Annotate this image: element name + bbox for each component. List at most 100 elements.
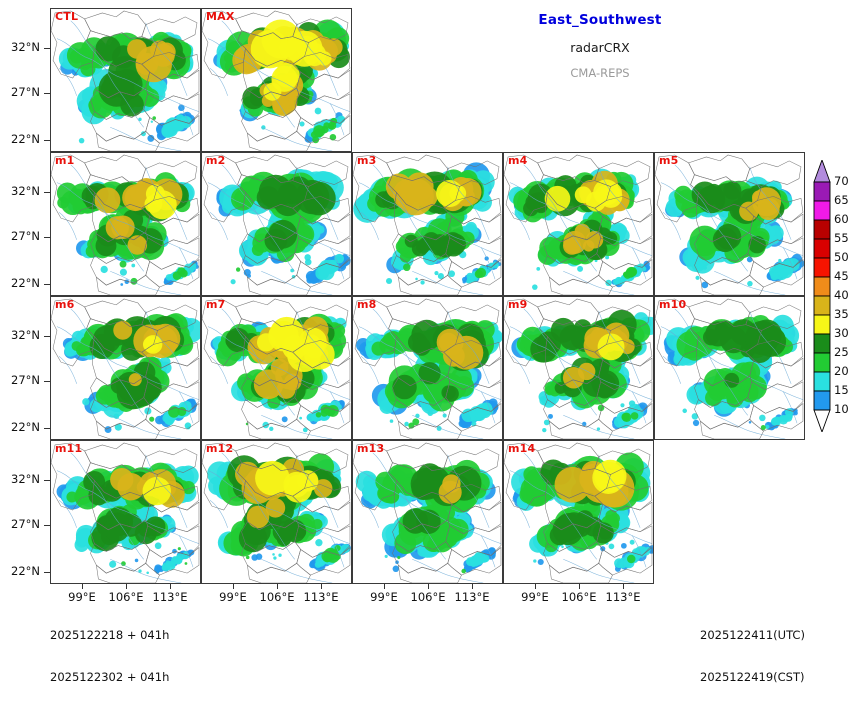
- y-tick-mark: [44, 525, 50, 526]
- colorbar-label: 50: [834, 250, 849, 264]
- map-panel-m12[interactable]: m12: [201, 440, 352, 584]
- y-tick-mark: [44, 480, 50, 481]
- panel-label-m8: m8: [357, 298, 377, 311]
- colorbar-label: 15: [834, 383, 849, 397]
- map-panel-m8[interactable]: m8: [352, 296, 503, 440]
- title-block: East_Southwest radarCRX CMA-REPS: [430, 12, 770, 80]
- colorbar-label: 10: [834, 402, 849, 416]
- x-tick-mark: [428, 584, 429, 589]
- colorbar-label: 25: [834, 345, 849, 359]
- x-tick-label: 113°E: [152, 590, 188, 604]
- footer-init-times: 2025122218 + 041h 2025122302 + 041h: [50, 600, 169, 712]
- x-tick-mark: [233, 584, 234, 589]
- x-tick-label: 99°E: [521, 590, 549, 604]
- x-tick-label: 113°E: [454, 590, 490, 604]
- panel-label-m9: m9: [508, 298, 528, 311]
- y-tick-label: 22°N: [11, 132, 40, 146]
- panel-label-m1: m1: [55, 154, 75, 167]
- colorbar-label: 65: [834, 193, 849, 207]
- y-tick-label: 27°N: [11, 229, 40, 243]
- colorbar-label: 60: [834, 212, 849, 226]
- footer-valid-utc: 2025122411(UTC): [700, 628, 805, 642]
- x-tick-mark: [623, 584, 624, 589]
- map-panel-m11[interactable]: m11: [50, 440, 201, 584]
- panel-label-m14: m14: [508, 442, 536, 455]
- x-tick-label: 106°E: [410, 590, 446, 604]
- y-tick-mark: [44, 237, 50, 238]
- x-tick-mark: [535, 584, 536, 589]
- map-panel-m3[interactable]: m3: [352, 152, 503, 296]
- map-panel-m10[interactable]: m10: [654, 296, 805, 440]
- footer-valid-cst: 2025122419(CST): [700, 670, 805, 684]
- colorbar-label: 40: [834, 288, 849, 302]
- map-panel-m14[interactable]: m14: [503, 440, 654, 584]
- panel-label-m10: m10: [659, 298, 687, 311]
- x-tick-mark: [321, 584, 322, 589]
- panel-label-m7: m7: [206, 298, 226, 311]
- variable-title: radarCRX: [570, 40, 630, 55]
- y-tick-label: 27°N: [11, 517, 40, 531]
- y-tick-mark: [44, 48, 50, 49]
- y-tick-label: 22°N: [11, 276, 40, 290]
- y-tick-label: 32°N: [11, 328, 40, 342]
- footer-valid-times: 2025122411(UTC) 2025122419(CST): [700, 600, 805, 712]
- panel-label-m6: m6: [55, 298, 75, 311]
- y-tick-label: 27°N: [11, 373, 40, 387]
- map-panel-m4[interactable]: m4: [503, 152, 654, 296]
- map-panel-m2[interactable]: m2: [201, 152, 352, 296]
- colorbar-label: 45: [834, 269, 849, 283]
- page-title: East_Southwest: [538, 12, 662, 28]
- map-panel-ctl[interactable]: CTL: [50, 8, 201, 152]
- x-tick-mark: [277, 584, 278, 589]
- y-tick-label: 32°N: [11, 184, 40, 198]
- x-tick-label: 106°E: [108, 590, 144, 604]
- panel-label-m2: m2: [206, 154, 226, 167]
- y-tick-mark: [44, 572, 50, 573]
- map-panel-m7[interactable]: m7: [201, 296, 352, 440]
- y-tick-label: 27°N: [11, 85, 40, 99]
- x-tick-label: 106°E: [561, 590, 597, 604]
- x-tick-label: 99°E: [68, 590, 96, 604]
- y-tick-label: 22°N: [11, 420, 40, 434]
- map-panel-m1[interactable]: m1: [50, 152, 201, 296]
- y-tick-mark: [44, 428, 50, 429]
- footer-init-line1: 2025122218 + 041h: [50, 628, 170, 642]
- map-panel-m6[interactable]: m6: [50, 296, 201, 440]
- x-tick-label: 99°E: [219, 590, 247, 604]
- x-tick-mark: [170, 584, 171, 589]
- model-title: CMA-REPS: [570, 66, 630, 80]
- x-tick-mark: [384, 584, 385, 589]
- panel-label-m11: m11: [55, 442, 83, 455]
- y-tick-mark: [44, 336, 50, 337]
- y-tick-label: 22°N: [11, 564, 40, 578]
- y-tick-mark: [44, 140, 50, 141]
- panel-label-m13: m13: [357, 442, 385, 455]
- y-tick-label: 32°N: [11, 472, 40, 486]
- figure-root: East_Southwest radarCRX CMA-REPS CTL MAX m…: [11, 8, 849, 684]
- y-tick-mark: [44, 284, 50, 285]
- panel-label-ctl: CTL: [55, 10, 79, 23]
- colorbar-label: 20: [834, 364, 849, 378]
- colorbar-label: 30: [834, 326, 849, 340]
- x-tick-mark: [126, 584, 127, 589]
- panel-label-m12: m12: [206, 442, 234, 455]
- colorbar-label: 70: [834, 174, 849, 188]
- x-tick-mark: [82, 584, 83, 589]
- x-tick-label: 113°E: [303, 590, 339, 604]
- y-tick-mark: [44, 381, 50, 382]
- y-tick-mark: [44, 192, 50, 193]
- x-tick-label: 99°E: [370, 590, 398, 604]
- panel-label-m4: m4: [508, 154, 528, 167]
- map-panel-m13[interactable]: m13: [352, 440, 503, 584]
- x-tick-mark: [472, 584, 473, 589]
- x-tick-mark: [579, 584, 580, 589]
- map-panel-m9[interactable]: m9: [503, 296, 654, 440]
- panel-label-m3: m3: [357, 154, 377, 167]
- x-tick-label: 113°E: [605, 590, 641, 604]
- map-panel-m5[interactable]: m5: [654, 152, 805, 296]
- colorbar: 70 65 60 55 50 45 40 35 30 25 20 15 10: [812, 158, 849, 436]
- panel-label-m5: m5: [659, 154, 679, 167]
- map-panel-max[interactable]: MAX: [201, 8, 352, 152]
- x-tick-label: 106°E: [259, 590, 295, 604]
- y-tick-mark: [44, 93, 50, 94]
